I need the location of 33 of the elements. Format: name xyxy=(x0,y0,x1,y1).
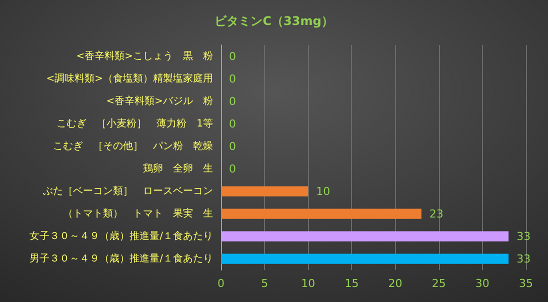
y-tick-label: こむぎ ［小麦粉］ 薄力粉 1等 xyxy=(56,117,213,130)
y-tick-label: （トマト類） トマト 果実 生 xyxy=(63,207,213,220)
data-label: 0 xyxy=(229,117,236,130)
y-tick-label: こむぎ ［その他］ パン粉 乾燥 xyxy=(53,140,213,152)
x-tick-label: 20 xyxy=(388,277,402,290)
x-tick-label: 0 xyxy=(218,277,224,290)
data-label: 23 xyxy=(429,207,444,220)
data-label: 0 xyxy=(229,50,236,63)
data-label: 33 xyxy=(516,252,531,266)
x-tick-label: 15 xyxy=(344,277,359,290)
y-tick-label: <香辛料類>こしょう 黒 粉 xyxy=(76,50,213,62)
y-tick-label: ぶた［ベーコン類］ ロースベーコン xyxy=(43,184,213,197)
y-tick-label: 男子３０～４９（歳）推進量/１食あたり xyxy=(30,252,213,264)
x-tick-label: 5 xyxy=(261,277,268,290)
x-tick-label: 30 xyxy=(475,277,490,290)
data-label: 0 xyxy=(229,72,236,86)
data-label: 0 xyxy=(229,140,236,153)
y-tick-label: 女子３０～４９（歳）推進量/１食あたり xyxy=(30,230,213,242)
data-label: 10 xyxy=(316,184,330,198)
y-tick-label: <香辛料類>バジル 粉 xyxy=(106,94,213,107)
x-tick-label: 10 xyxy=(301,277,316,290)
bar xyxy=(221,231,509,242)
bar xyxy=(221,254,509,264)
x-tick-label: 25 xyxy=(432,277,446,290)
y-tick-label: <調味料類>（食塩類）精製塩家庭用 xyxy=(46,72,213,84)
data-label: 0 xyxy=(229,162,236,176)
bar xyxy=(221,208,422,219)
data-label: 33 xyxy=(516,230,531,243)
data-label: 0 xyxy=(229,94,236,108)
bar xyxy=(221,186,308,196)
x-tick-label: 35 xyxy=(519,277,533,290)
chart-title: ビタミンC（33mg） xyxy=(214,14,334,28)
y-tick-label: 鶏卵 全卵 生 xyxy=(143,162,213,174)
